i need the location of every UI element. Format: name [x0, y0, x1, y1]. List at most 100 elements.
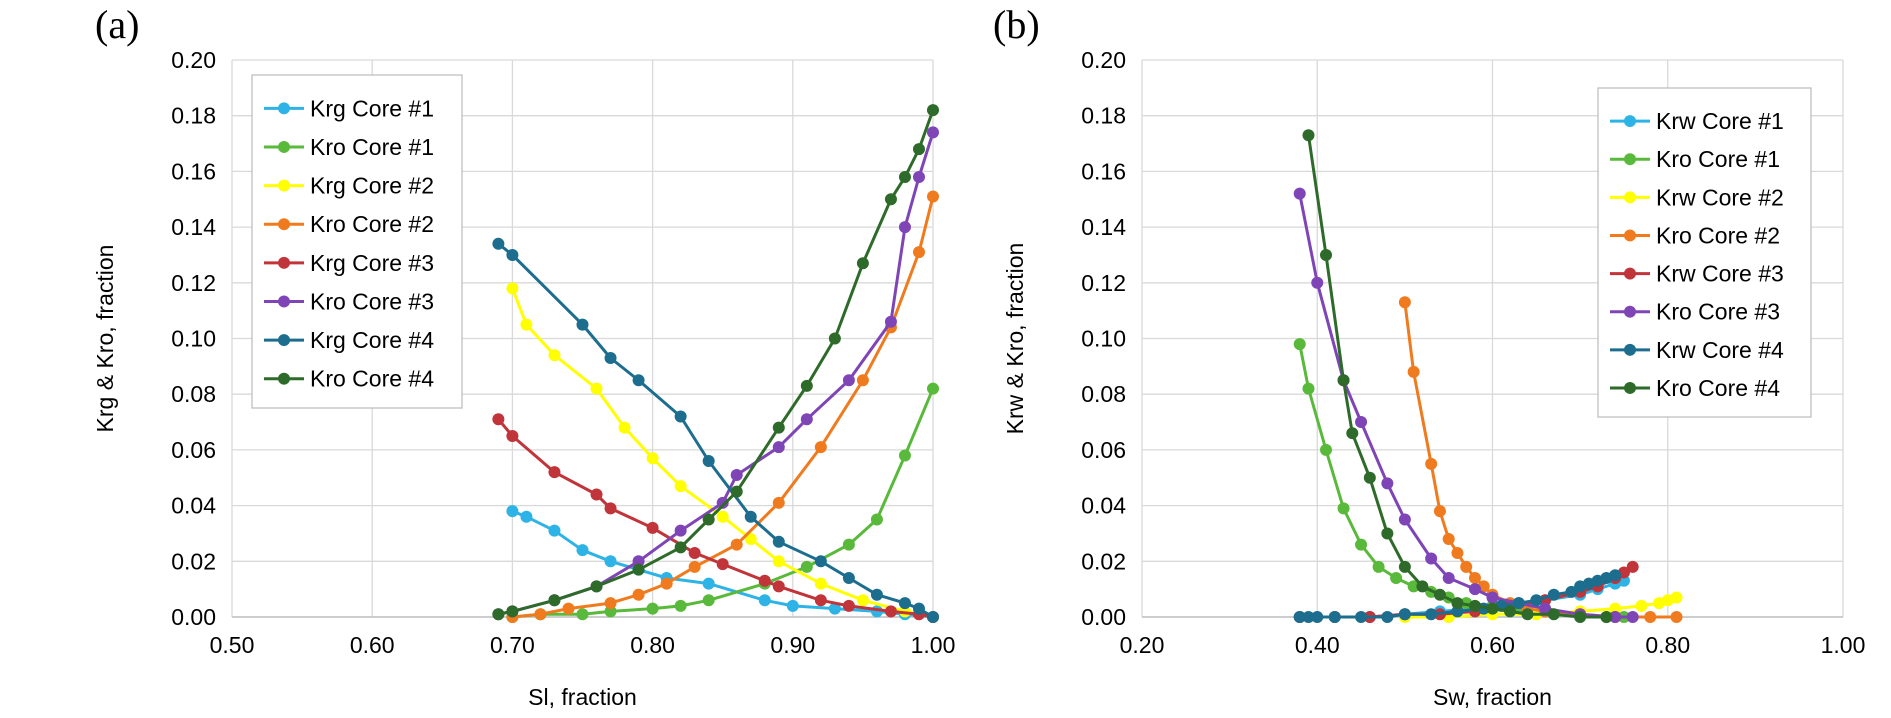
series-line: [512, 196, 935, 619]
data-point: [772, 496, 785, 509]
data-point: [716, 558, 729, 571]
data-point: [842, 538, 855, 551]
data-point: [1363, 471, 1376, 484]
legend: Krg Core #1 Kro Core #1 Krg Core #2 Kro Cor…: [251, 74, 463, 409]
data-point: [927, 382, 939, 395]
series-kro-core-3: [1293, 187, 1639, 623]
data-point: [730, 538, 743, 551]
legend-label: Kro Core #1: [310, 134, 434, 160]
data-point: [1635, 599, 1648, 612]
data-point: [884, 193, 897, 206]
data-point: [772, 555, 785, 568]
y-tick-label: 0.10: [171, 326, 216, 352]
legend-label: Krw Core #4: [1656, 337, 1784, 363]
data-point: [1609, 602, 1622, 615]
y-tick-label: 0.18: [1081, 103, 1126, 129]
data-point: [1293, 187, 1306, 200]
data-point: [1565, 585, 1578, 598]
data-point: [1320, 443, 1333, 456]
y-axis-title: Krw & Kro, fraction: [1002, 243, 1028, 435]
data-point: [674, 480, 687, 493]
data-point: [548, 594, 561, 607]
data-point: [1328, 611, 1341, 623]
chart-panel-b: (b) 0.00 0.02 0.04 0.06 0.08 0.10 0.12 0.14 0.16 0…: [993, 2, 1865, 710]
data-point: [884, 315, 897, 328]
data-point: [534, 608, 547, 621]
data-point: [1460, 560, 1473, 573]
data-point: [674, 524, 687, 537]
data-point: [772, 580, 785, 593]
y-tick-label: 0.14: [1081, 214, 1126, 240]
legend-item: Krw Core #4: [1610, 337, 1784, 363]
x-axis-title: Sl, fraction: [528, 684, 637, 710]
series-kro-core-2: [506, 190, 939, 623]
legend-item: Kro Core #4: [264, 366, 434, 392]
x-tick-label: 0.80: [1645, 632, 1690, 658]
data-point: [506, 505, 519, 518]
legend-marker: [278, 179, 290, 192]
data-point: [506, 282, 519, 295]
legend-marker: [278, 218, 290, 231]
data-point: [702, 594, 715, 607]
legend-item: Krw Core #1: [1610, 108, 1784, 134]
data-point: [548, 349, 561, 362]
legend-item: Krg Core #3: [264, 250, 434, 276]
data-point: [870, 513, 883, 526]
data-point: [618, 421, 631, 434]
legend-marker: [1624, 115, 1636, 128]
data-point: [590, 488, 603, 501]
legend-marker: [1624, 153, 1636, 166]
data-point: [576, 608, 589, 621]
data-point: [1670, 591, 1683, 604]
series-krw-core-4: [1293, 569, 1622, 623]
data-point: [1407, 580, 1420, 593]
y-tick-label: 0.12: [1081, 270, 1126, 296]
data-point: [1337, 374, 1350, 387]
data-point: [786, 599, 799, 612]
series-line: [1298, 193, 1633, 619]
series-line: [511, 287, 934, 619]
data-point: [912, 246, 925, 259]
data-point: [800, 379, 813, 392]
legend-box: [1597, 87, 1812, 418]
data-point: [772, 535, 785, 548]
data-point: [1293, 338, 1306, 351]
data-point: [814, 594, 827, 607]
data-point: [1398, 608, 1411, 621]
data-point: [1407, 365, 1420, 378]
data-point: [842, 599, 855, 612]
series-kro-core-4: [492, 104, 939, 621]
data-point: [828, 602, 841, 615]
data-point: [520, 510, 533, 523]
legend-marker: [278, 102, 290, 115]
data-point: [1521, 608, 1534, 621]
data-point: [1468, 599, 1481, 612]
data-point: [898, 597, 911, 610]
legend-label: Kro Core #4: [310, 366, 434, 392]
series-line: [498, 109, 935, 616]
data-point: [1381, 477, 1394, 490]
y-tick-label: 0.06: [1081, 437, 1126, 463]
data-point: [674, 541, 687, 554]
data-point: [842, 374, 855, 387]
data-point: [912, 170, 925, 183]
data-point: [604, 351, 617, 364]
data-point: [1311, 611, 1324, 623]
data-point: [856, 257, 869, 270]
legend-marker: [1624, 191, 1636, 204]
data-point: [688, 560, 701, 573]
legend-item: Kro Core #3: [264, 288, 434, 314]
legend-item: Krw Core #2: [1610, 184, 1784, 210]
legend-label: Kro Core #3: [1656, 299, 1780, 325]
series-krg-core-4: [492, 237, 939, 623]
data-point: [1425, 608, 1438, 621]
data-point: [1381, 527, 1394, 540]
data-point: [1442, 533, 1455, 546]
data-point: [1302, 611, 1315, 623]
data-point: [1381, 611, 1394, 623]
data-point: [856, 374, 869, 387]
data-point: [632, 374, 645, 387]
series-krg-core-2: [506, 282, 939, 623]
data-point: [492, 237, 505, 250]
